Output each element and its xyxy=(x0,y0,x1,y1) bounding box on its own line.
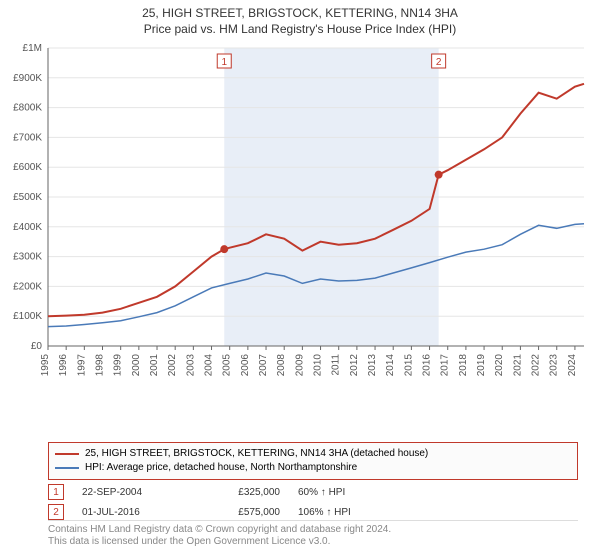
y-tick-label: £800K xyxy=(13,103,42,114)
x-tick-label: 2000 xyxy=(131,354,142,377)
x-tick-label: 2006 xyxy=(240,354,251,377)
y-tick-label: £600K xyxy=(13,162,42,173)
title-block: 25, HIGH STREET, BRIGSTOCK, KETTERING, N… xyxy=(0,0,600,36)
attribution-line: This data is licensed under the Open Gov… xyxy=(48,536,578,548)
chart-title: 25, HIGH STREET, BRIGSTOCK, KETTERING, N… xyxy=(0,6,600,20)
legend-row: 25, HIGH STREET, BRIGSTOCK, KETTERING, N… xyxy=(55,447,571,461)
y-tick-label: £400K xyxy=(13,222,42,233)
y-tick-label: £700K xyxy=(13,132,42,143)
attribution-line: Contains HM Land Registry data © Crown c… xyxy=(48,524,578,536)
x-tick-label: 1999 xyxy=(113,354,124,377)
sale-vs-hpi: 60% ↑ HPI xyxy=(298,487,408,498)
chart-subtitle: Price paid vs. HM Land Registry's House … xyxy=(0,22,600,36)
x-tick-label: 2016 xyxy=(422,354,433,377)
marker-number: 1 xyxy=(48,484,64,500)
y-tick-label: £200K xyxy=(13,281,42,292)
table-row: 1 22-SEP-2004 £325,000 60% ↑ HPI xyxy=(48,484,578,500)
x-tick-label: 2019 xyxy=(476,354,487,377)
divider xyxy=(48,520,578,521)
table-row: 2 01-JUL-2016 £575,000 106% ↑ HPI xyxy=(48,504,578,520)
x-tick-label: 2007 xyxy=(258,354,269,377)
legend-row: HPI: Average price, detached house, Nort… xyxy=(55,461,571,475)
chart-container: 25, HIGH STREET, BRIGSTOCK, KETTERING, N… xyxy=(0,0,600,560)
y-tick-label: £300K xyxy=(13,252,42,263)
x-tick-label: 2014 xyxy=(385,354,396,377)
sale-price: £325,000 xyxy=(200,487,280,498)
marker-flag: 1 xyxy=(221,57,227,68)
legend-swatch xyxy=(55,453,79,455)
x-tick-label: 2021 xyxy=(512,354,523,377)
x-tick-label: 1998 xyxy=(95,354,106,377)
x-tick-label: 2001 xyxy=(149,354,160,377)
x-tick-label: 2009 xyxy=(294,354,305,377)
x-tick-label: 2012 xyxy=(349,354,360,377)
x-tick-label: 2022 xyxy=(531,354,542,377)
x-tick-label: 1996 xyxy=(58,354,69,377)
x-tick-label: 2004 xyxy=(204,354,215,377)
x-tick-label: 2020 xyxy=(494,354,505,377)
x-tick-label: 1995 xyxy=(40,354,51,377)
y-tick-label: £0 xyxy=(31,341,43,352)
sale-date: 22-SEP-2004 xyxy=(82,487,182,498)
x-tick-label: 2013 xyxy=(367,354,378,377)
x-tick-label: 2024 xyxy=(567,354,578,377)
legend-box: 25, HIGH STREET, BRIGSTOCK, KETTERING, N… xyxy=(48,442,578,480)
marker-number: 2 xyxy=(48,504,64,520)
chart-area: £0£100K£200K£300K£400K£500K£600K£700K£80… xyxy=(48,44,588,404)
y-tick-label: £1M xyxy=(23,43,42,54)
x-tick-label: 2010 xyxy=(313,354,324,377)
x-tick-label: 2011 xyxy=(331,354,342,376)
line-chart-svg: £0£100K£200K£300K£400K£500K£600K£700K£80… xyxy=(48,44,588,404)
legend-label: 25, HIGH STREET, BRIGSTOCK, KETTERING, N… xyxy=(85,447,428,461)
sales-table: 1 22-SEP-2004 £325,000 60% ↑ HPI 2 01-JUL-201… xyxy=(48,484,578,524)
x-tick-label: 1997 xyxy=(76,354,87,377)
sale-price: £575,000 xyxy=(200,507,280,518)
marker-flag: 2 xyxy=(436,57,442,68)
x-tick-label: 2018 xyxy=(458,354,469,377)
legend-swatch xyxy=(55,467,79,469)
x-tick-label: 2015 xyxy=(403,354,414,377)
x-tick-label: 2003 xyxy=(185,354,196,377)
attribution: Contains HM Land Registry data © Crown c… xyxy=(48,524,578,548)
sale-vs-hpi: 106% ↑ HPI xyxy=(298,507,408,518)
y-tick-label: £100K xyxy=(13,311,42,322)
x-tick-label: 2008 xyxy=(276,354,287,377)
sale-date: 01-JUL-2016 xyxy=(82,507,182,518)
legend-label: HPI: Average price, detached house, Nort… xyxy=(85,461,357,475)
x-tick-label: 2023 xyxy=(549,354,560,377)
y-tick-label: £900K xyxy=(13,73,42,84)
y-tick-label: £500K xyxy=(13,192,42,203)
x-tick-label: 2005 xyxy=(222,354,233,377)
x-tick-label: 2002 xyxy=(167,354,178,377)
x-tick-label: 2017 xyxy=(440,354,451,377)
